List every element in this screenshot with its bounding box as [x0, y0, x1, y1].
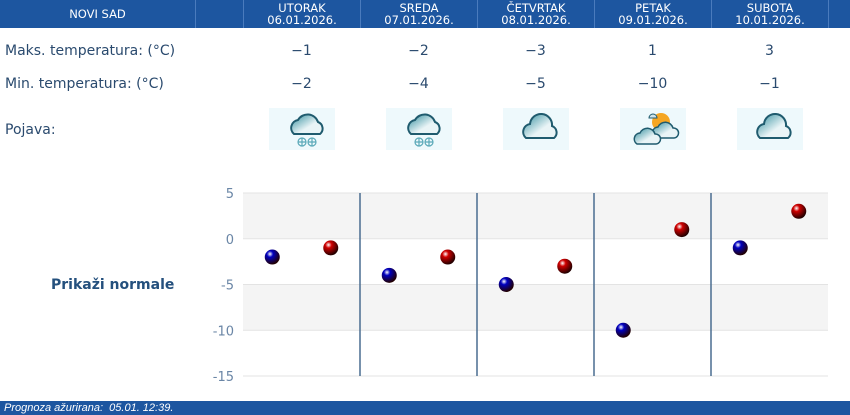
- min-temp-value: −5: [525, 76, 546, 92]
- day-header: SREDA 07.01.2026.: [360, 0, 477, 28]
- min-temp-point: [615, 322, 631, 338]
- min-temp-point: [264, 249, 280, 265]
- min-temp-label: Min. temperatura: (°C): [5, 76, 164, 92]
- day-name: UTORAK: [278, 1, 326, 15]
- y-tick-label: 0: [226, 233, 234, 248]
- cloud-icon: [736, 108, 803, 150]
- day-date: 10.01.2026.: [735, 13, 805, 27]
- day-date: 06.01.2026.: [267, 13, 337, 27]
- y-tick-label: -10: [213, 324, 234, 339]
- day-header: ČETVRTAK 08.01.2026.: [477, 0, 594, 28]
- phenomenon-row: Pojava:: [0, 122, 850, 142]
- max-temp-point: [791, 203, 807, 219]
- day-date: 08.01.2026.: [501, 13, 571, 27]
- min-temp-value: −1: [759, 76, 780, 92]
- min-temp-point: [732, 240, 748, 256]
- max-temp-point: [323, 240, 339, 256]
- y-tick-label: -15: [213, 370, 234, 385]
- max-temp-value: −2: [408, 43, 429, 59]
- temperature-chart: 5 0 -5 -10 -15: [213, 187, 828, 385]
- day-name: SREDA: [399, 1, 439, 15]
- grid-band: [243, 284, 828, 331]
- day-header: SUBOTA 10.01.2026.: [711, 0, 828, 28]
- max-temp-row: Maks. temperatura: (°C) −1 −2 −3 1 3: [0, 43, 850, 63]
- header-spacer: [195, 0, 243, 28]
- day-name: PETAK: [635, 1, 671, 15]
- min-temp-point: [381, 267, 397, 283]
- min-temp-value: −10: [637, 76, 668, 92]
- city-name: NOVI SAD: [0, 0, 195, 28]
- max-temp-value: −3: [525, 43, 546, 59]
- day-name: SUBOTA: [746, 1, 794, 15]
- day-name: ČETVRTAK: [506, 1, 566, 15]
- min-temp-point: [498, 277, 514, 292]
- min-temp-value: −2: [291, 76, 312, 92]
- max-temp-value: −1: [291, 43, 312, 59]
- max-temp-point: [674, 222, 690, 238]
- day-header: UTORAK 06.01.2026.: [243, 0, 360, 28]
- phenomenon-label: Pojava:: [5, 122, 56, 138]
- snow-cloud-icon: [385, 108, 452, 150]
- max-temp-label: Maks. temperatura: (°C): [5, 43, 176, 59]
- snow-cloud-icon: [268, 108, 335, 150]
- day-date: 07.01.2026.: [384, 13, 454, 27]
- min-temp-row: Min. temperatura: (°C) −2 −4 −5 −10 −1: [0, 76, 850, 96]
- day-header: PETAK 09.01.2026.: [594, 0, 711, 28]
- max-temp-point: [557, 258, 573, 274]
- max-temp-point: [440, 249, 456, 265]
- partly-cloudy-icon: [619, 108, 686, 150]
- y-tick-label: 5: [226, 187, 234, 202]
- header-spacer: [828, 0, 850, 28]
- y-tick-label: -5: [221, 279, 234, 294]
- city-label: NOVI SAD: [69, 7, 126, 21]
- grid-band: [243, 193, 828, 239]
- min-temp-value: −4: [408, 76, 429, 92]
- forecast-updated: Prognoza ažurirana: 05.01. 12:39.: [0, 401, 850, 415]
- day-date: 09.01.2026.: [618, 13, 688, 27]
- show-normals-button[interactable]: Prikaži normale: [51, 277, 175, 293]
- max-temp-value: 1: [648, 43, 657, 59]
- header-bar: NOVI SAD UTORAK 06.01.2026. SREDA 07.01.202…: [0, 0, 850, 28]
- cloud-icon: [502, 108, 569, 150]
- max-temp-value: 3: [765, 43, 774, 59]
